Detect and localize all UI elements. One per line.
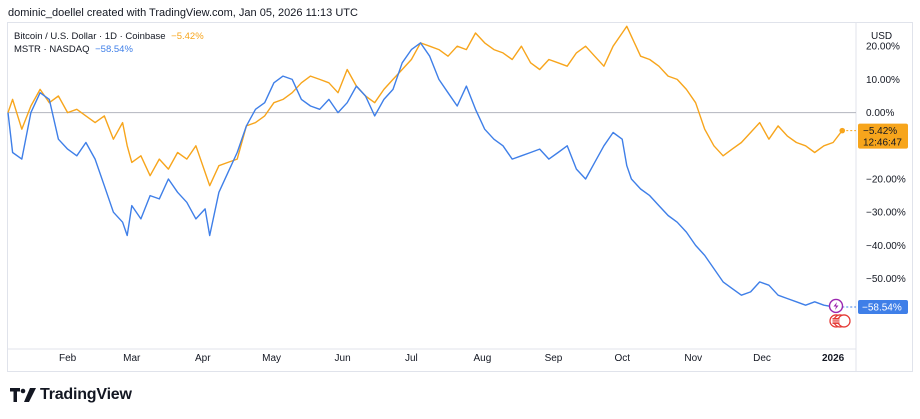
- y-tick-label: 20.00%: [866, 42, 900, 53]
- btc-last-point: [839, 127, 846, 134]
- legend-mstr-label: MSTR · NASDAQ: [14, 44, 90, 55]
- header-caption: dominic_doellel created with TradingView…: [8, 7, 358, 19]
- btc-price-label: −5.42%: [863, 126, 897, 137]
- tradingview-logo-icon: [10, 388, 36, 402]
- y-tick-label: 0.00%: [866, 108, 894, 119]
- x-tick-label: Jun: [335, 353, 351, 364]
- y-tick-label: −40.00%: [866, 241, 906, 252]
- x-tick-label: Dec: [753, 353, 771, 364]
- x-tick-label: Sep: [545, 353, 563, 364]
- y-tick-label: −50.00%: [866, 274, 906, 285]
- mstr-price-label-bg: [858, 299, 908, 314]
- legend-mstr-change: −58.54%: [95, 44, 133, 55]
- y-tick-label: −30.00%: [866, 208, 906, 219]
- legend-mstr[interactable]: MSTR · NASDAQ −58.54%: [14, 44, 133, 55]
- x-tick-label: Jul: [405, 353, 418, 364]
- series-line-mstr[interactable]: [7, 42, 843, 308]
- btc-price-label-bg: [858, 123, 908, 149]
- footer-brand[interactable]: TradingView: [10, 386, 132, 404]
- x-tick-label: Feb: [59, 353, 77, 364]
- x-tick-label: 2026: [822, 353, 845, 364]
- legend-btc-label: Bitcoin / U.S. Dollar · 1D · Coinbase: [14, 31, 166, 42]
- x-tick-label: Nov: [684, 353, 702, 364]
- mstr-price-label: −58.54%: [862, 302, 902, 313]
- x-tick-label: Apr: [195, 353, 211, 364]
- btc-countdown-label: 12:46:47: [863, 138, 902, 149]
- chart-frame: [7, 22, 913, 372]
- x-tick-label: Mar: [123, 353, 141, 364]
- currency-label[interactable]: USD: [871, 31, 893, 42]
- y-tick-label: −20.00%: [866, 175, 906, 186]
- footer-brand-name: TradingView: [40, 386, 132, 403]
- lightning-glyph: [833, 301, 839, 310]
- x-tick-label: Aug: [474, 353, 492, 364]
- x-tick-label: Oct: [614, 353, 630, 364]
- legend-btc-change: −5.42%: [171, 31, 204, 42]
- legend-btc[interactable]: Bitcoin / U.S. Dollar · 1D · Coinbase −5…: [14, 31, 204, 42]
- x-tick-label: May: [262, 353, 281, 364]
- y-tick-label: 10.00%: [866, 75, 900, 86]
- earnings-flag-icon: [837, 314, 851, 328]
- us-flag-icon: [832, 317, 840, 324]
